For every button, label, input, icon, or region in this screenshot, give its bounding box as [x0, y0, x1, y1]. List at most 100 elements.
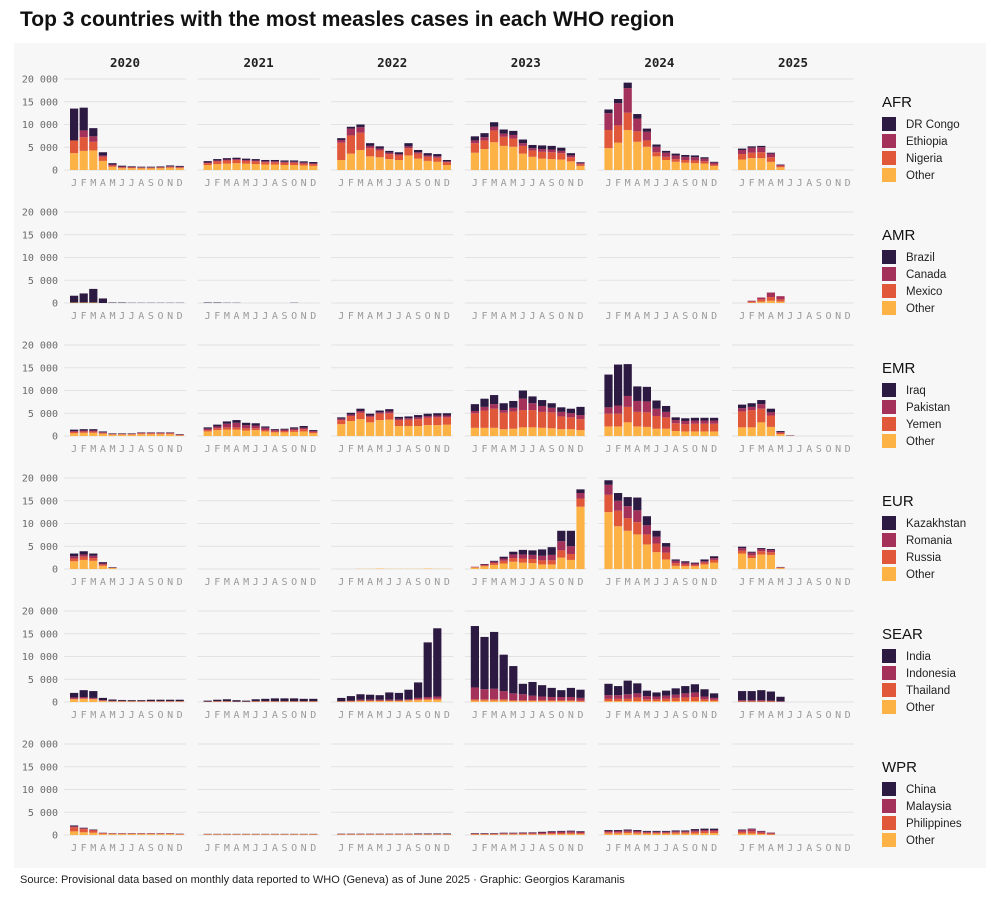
bar-afr-2025-m3-s0 — [757, 145, 766, 148]
region-label-afr: AFR — [882, 94, 912, 111]
bar-afr-2024-m6-s2 — [652, 152, 661, 157]
bar-wpr-2023-m10-s3 — [557, 834, 566, 835]
month-label: J — [653, 311, 659, 322]
bar-afr-2021-m11-s0 — [299, 161, 308, 163]
bar-eur-2024-m11-s1 — [700, 561, 709, 563]
bar-afr-2023-m7-s0 — [528, 144, 537, 149]
legend-entry: Other — [906, 170, 935, 182]
bar-emr-2025-m2-s1 — [747, 406, 756, 411]
bar-eur-2020-m1-s1 — [70, 556, 79, 559]
bar-afr-2023-m4-s2 — [499, 136, 508, 146]
bar-wpr-2024-m10-s2 — [690, 831, 699, 834]
month-label: J — [262, 710, 268, 721]
month-label: A — [501, 178, 507, 189]
month-label: F — [749, 577, 755, 588]
bar-afr-2024-m2-s3 — [614, 142, 623, 170]
month-label: J — [520, 444, 526, 455]
bar-emr-2024-m6-s2 — [652, 415, 661, 429]
bar-emr-2021-m1-s1 — [203, 428, 212, 431]
month-label: F — [214, 178, 220, 189]
bar-amr-2025-m4-s1 — [766, 292, 775, 298]
month-label: A — [272, 843, 278, 854]
bar-wpr-2023-m12-s3 — [576, 834, 585, 835]
bar-wpr-2025-m3-s1 — [757, 831, 766, 833]
bar-sear-2020-m2-s1 — [79, 697, 88, 699]
bar-sear-2020-m7-s0 — [127, 700, 136, 702]
bar-emr-2021-m4-s2 — [232, 427, 241, 430]
month-label: J — [605, 178, 611, 189]
bar-emr-2022-m1-s0 — [337, 417, 346, 419]
bar-afr-2023-m10-s2 — [557, 153, 566, 160]
bar-emr-2020-m11-s3 — [166, 434, 175, 436]
month-label: O — [425, 577, 431, 588]
month-label: O — [825, 178, 831, 189]
month-label: A — [539, 444, 545, 455]
legend-entry: Philippines — [906, 818, 962, 830]
month-label: A — [233, 444, 239, 455]
bar-sear-2022-m3-s3 — [356, 701, 365, 702]
month-label: J — [253, 444, 259, 455]
bar-eur-2024-m7-s0 — [662, 543, 671, 547]
bar-eur-2024-m3-s1 — [623, 506, 632, 519]
month-label: S — [148, 178, 154, 189]
bar-emr-2023-m7-s1 — [528, 403, 537, 411]
month-label: A — [138, 444, 144, 455]
bar-eur-2023-m5-s3 — [509, 561, 518, 569]
bar-sear-2025-m4-s1 — [766, 700, 775, 702]
bar-emr-2022-m5-s2 — [375, 413, 384, 421]
bar-sear-2024-m6-s0 — [652, 692, 661, 697]
bar-afr-2021-m4-s0 — [232, 157, 241, 160]
bar-afr-2023-m12-s1 — [576, 163, 585, 165]
month-label: D — [577, 577, 583, 588]
bar-emr-2021-m6-s0 — [251, 423, 260, 426]
month-label: S — [415, 444, 421, 455]
bar-amr-2020-m4-s0 — [98, 298, 107, 303]
month-label: M — [357, 843, 363, 854]
bar-afr-2025-m5-s1 — [776, 165, 785, 166]
bar-amr-2025-m2-s2 — [747, 301, 756, 303]
bar-emr-2024-m3-s3 — [623, 422, 632, 436]
bar-wpr-2024-m2-s1 — [614, 830, 623, 833]
bar-afr-2022-m4-s1 — [366, 145, 375, 149]
bar-sear-2021-m9-s0 — [280, 698, 289, 702]
bar-sear-2024-m3-s2 — [623, 698, 632, 702]
bar-sear-2025-m2-s1 — [747, 700, 756, 702]
bar-emr-2020-m11-s2 — [166, 433, 175, 435]
month-label: A — [768, 311, 774, 322]
bar-afr-2023-m10-s3 — [557, 159, 566, 170]
bar-sear-2024-m11-s1 — [700, 696, 709, 700]
month-label: J — [663, 710, 669, 721]
bar-afr-2020-m10-s0 — [156, 166, 165, 168]
bar-afr-2021-m9-s2 — [280, 162, 289, 165]
bar-wpr-2024-m6-s0 — [652, 830, 661, 832]
month-label: J — [129, 444, 135, 455]
bar-sear-2023-m8-s2 — [538, 700, 547, 702]
month-label: J — [653, 444, 659, 455]
bar-afr-2023-m1-s0 — [470, 136, 479, 141]
bar-wpr-2020-m8-s3 — [137, 834, 146, 835]
bar-sear-2022-m5-s0 — [375, 695, 384, 700]
bar-sear-2020-m4-s3 — [98, 701, 107, 702]
bar-eur-2024-m5-s3 — [642, 544, 651, 569]
bar-afr-2022-m10-s1 — [423, 155, 432, 157]
bar-afr-2021-m5-s3 — [242, 163, 251, 170]
bar-emr-2025-m1-s2 — [738, 411, 747, 428]
month-label: A — [539, 843, 545, 854]
source-caption: Source: Provisional data based on monthl… — [20, 874, 625, 886]
bar-sear-2024-m5-s0 — [642, 690, 651, 697]
month-label: F — [348, 311, 354, 322]
month-label: M — [357, 178, 363, 189]
bar-eur-2025-m4-s2 — [766, 552, 775, 555]
month-label: D — [711, 843, 717, 854]
bar-afr-2024-m7-s0 — [662, 150, 671, 153]
month-label: A — [673, 178, 679, 189]
bar-emr-2022-m8-s1 — [404, 418, 413, 420]
bar-afr-2025-m1-s2 — [738, 154, 747, 160]
month-label: M — [758, 444, 764, 455]
month-label: M — [243, 311, 249, 322]
bar-eur-2025-m1-s0 — [738, 546, 747, 549]
bar-afr-2020-m11-s3 — [166, 167, 175, 170]
month-label: N — [434, 178, 440, 189]
month-label: J — [472, 577, 478, 588]
month-label: J — [797, 577, 803, 588]
